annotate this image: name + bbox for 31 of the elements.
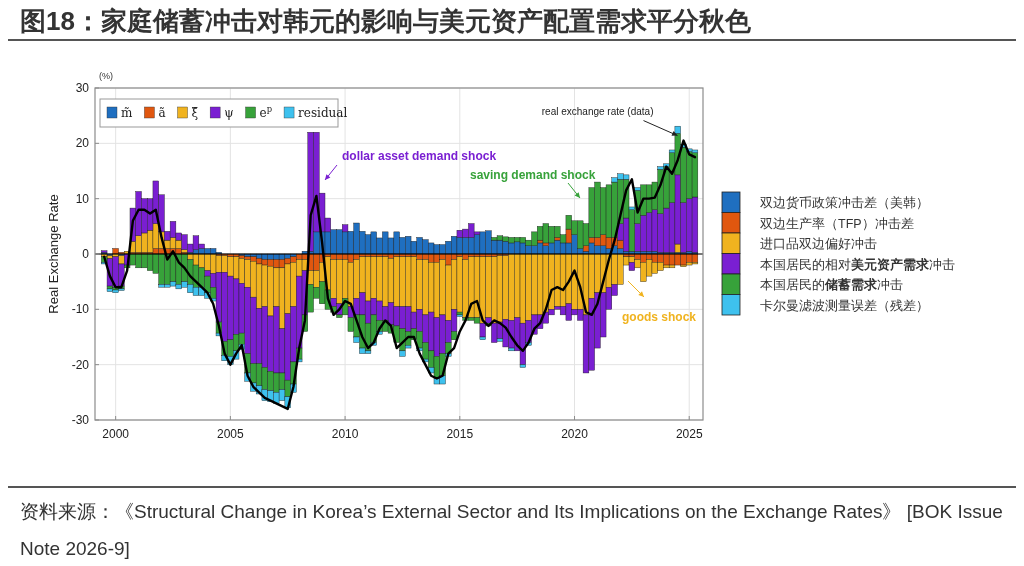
annotation: ξ̃ bbox=[191, 106, 199, 120]
x-tick-label: 2020 bbox=[561, 427, 589, 441]
y-axis-title: Real Exchange Rate bbox=[46, 194, 61, 314]
legend-label: 本国居民的储蓄需求冲击 bbox=[760, 277, 903, 292]
annotation: ψ bbox=[224, 106, 234, 120]
x-tick-label: 2025 bbox=[675, 427, 703, 441]
y-tick-label: 30 bbox=[75, 81, 90, 95]
annotation: ã bbox=[158, 106, 166, 120]
y-tick-label: -30 bbox=[71, 413, 90, 427]
annotation: e$^{p}$ bbox=[259, 104, 273, 120]
annotation: residual bbox=[298, 106, 348, 120]
legend-label: 本国居民的相对美元资产需求冲击 bbox=[760, 256, 955, 272]
legend-label: 卡尔曼滤波测量误差（残差） bbox=[760, 298, 929, 313]
text: 资料来源：《Structural Change in Korea’s External Sector and Its Implications on the Exchange Rates》 [BOK Issue Note 2026-9] bbox=[20, 500, 1004, 561]
annotation: saving demand shock bbox=[470, 168, 596, 182]
y-tick-label: 0 bbox=[82, 247, 90, 261]
legend-label: 双边货币政策冲击差（美韩） bbox=[760, 195, 929, 210]
legend-label: 双边生产率（TFP）冲击差 bbox=[760, 215, 914, 231]
y-tick-label: 10 bbox=[75, 191, 90, 206]
legend-label: 进口品双边偏好冲击 bbox=[760, 237, 877, 251]
annotation: goods shock bbox=[622, 310, 697, 324]
annotation: dollar asset demand shock bbox=[342, 149, 497, 163]
y-tick-label: 20 bbox=[75, 136, 90, 151]
x-tick-label: 2000 bbox=[102, 427, 130, 441]
x-tick-label: 2005 bbox=[217, 427, 245, 441]
y-tick-label: -10 bbox=[71, 302, 90, 317]
x-tick-label: 2010 bbox=[331, 427, 359, 441]
y-tick-label: -20 bbox=[71, 357, 90, 372]
annotation: m̃ bbox=[121, 106, 133, 120]
chart-title: 图18：家庭储蓄冲击对韩元的影响与美元资产配置需求平分秋色 bbox=[20, 5, 751, 38]
x-tick-label: 2015 bbox=[446, 427, 474, 441]
